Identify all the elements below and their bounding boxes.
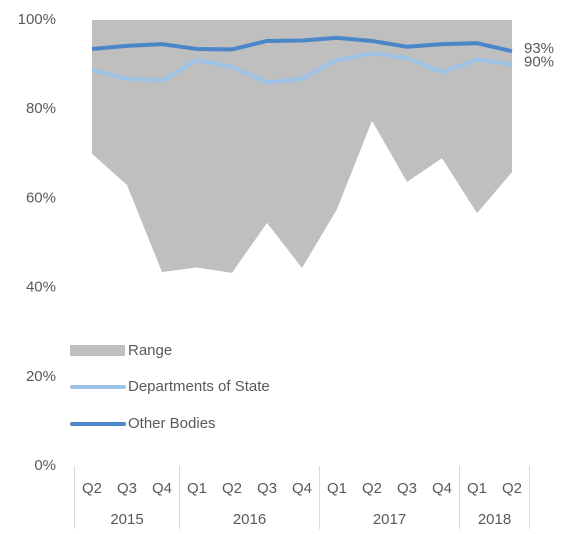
y-tick-label: 60% bbox=[26, 189, 56, 206]
x-group-label: 2018 bbox=[478, 511, 511, 528]
x-tick-label: Q1 bbox=[187, 480, 207, 497]
value-label: 90% bbox=[524, 54, 554, 71]
x-tick-label: Q2 bbox=[362, 480, 382, 497]
x-tick-label: Q2 bbox=[222, 480, 242, 497]
line bbox=[91, 51, 513, 85]
x-tick-label: Q3 bbox=[117, 480, 137, 497]
x-tick-label: Q4 bbox=[432, 480, 452, 497]
y-tick-label: 80% bbox=[26, 100, 56, 117]
x-tick-label: Q1 bbox=[327, 480, 347, 497]
x-group-label: 2017 bbox=[373, 511, 406, 528]
x-tick-label: Q2 bbox=[502, 480, 522, 497]
value-label: 93% bbox=[524, 40, 554, 57]
y-tick-label: 0% bbox=[34, 457, 56, 474]
legend-label: Departments of State bbox=[128, 378, 270, 395]
x-group-label: 2016 bbox=[233, 511, 266, 528]
x-tick-label: Q4 bbox=[152, 480, 172, 497]
legend-swatch bbox=[70, 345, 125, 356]
y-tick-label: 20% bbox=[26, 368, 56, 385]
legend-label: Other Bodies bbox=[128, 415, 216, 432]
line bbox=[91, 35, 513, 54]
x-tick-label: Q3 bbox=[397, 480, 417, 497]
legend-label: Range bbox=[128, 342, 172, 359]
x-tick-label: Q1 bbox=[467, 480, 487, 497]
x-tick-label: Q4 bbox=[292, 480, 312, 497]
range-area bbox=[92, 20, 512, 273]
y-tick-label: 40% bbox=[26, 279, 56, 296]
y-tick-label: 100% bbox=[18, 11, 56, 28]
x-tick-label: Q3 bbox=[257, 480, 277, 497]
x-tick-label: Q2 bbox=[82, 480, 102, 497]
x-group-label: 2015 bbox=[110, 511, 143, 528]
